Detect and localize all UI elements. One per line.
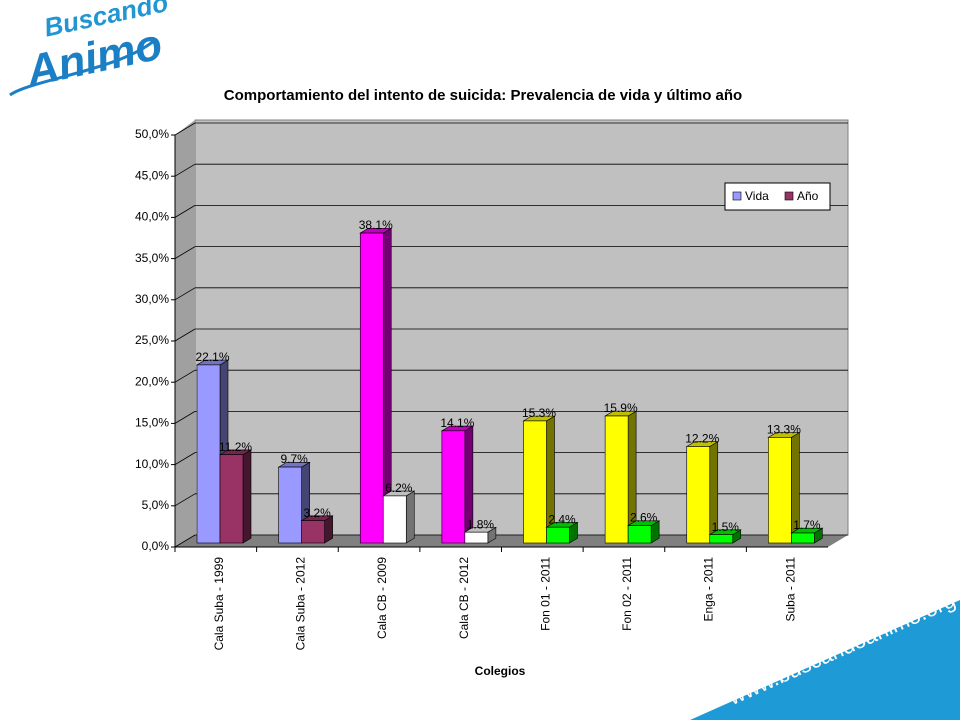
y-tick-label: 50,0%: [135, 127, 169, 141]
y-tick-label: 35,0%: [135, 251, 169, 265]
grid-line-side: [174, 246, 196, 259]
plot-floor: [175, 535, 848, 547]
legend-box: [724, 182, 831, 211]
bar: [604, 415, 629, 544]
value-label: 38.1%: [359, 218, 393, 232]
grid-line-side: [174, 328, 196, 342]
value-label: 15.9%: [604, 401, 638, 415]
grid-line-side: [174, 287, 196, 301]
chart-title: Comportamiento del intento de suicida: P…: [224, 87, 742, 104]
bar: [382, 495, 407, 544]
bar: [464, 531, 489, 544]
grid-line-side: [174, 534, 196, 548]
bar: [768, 437, 792, 544]
y-tick-label: 5,0%: [142, 498, 170, 512]
value-label: 3.2%: [303, 506, 331, 520]
value-label: 2.6%: [630, 511, 658, 525]
grid-line-side: [174, 493, 196, 507]
y-tick-label: 15,0%: [135, 416, 169, 430]
legend-label: Vida: [745, 189, 769, 203]
y-tick-label: 45,0%: [135, 168, 169, 182]
grid-line-side: [174, 163, 196, 177]
bar: [359, 232, 384, 544]
value-label: 22.1%: [195, 350, 229, 364]
x-tick-label: Cala Suba - 1999: [212, 557, 226, 651]
bar: [523, 420, 547, 544]
bar-side: [242, 449, 252, 544]
bar: [196, 364, 221, 544]
y-tick-label: 20,0%: [135, 374, 169, 388]
chart: 0,0% 5,0% 10,0% 15,0% 20,0% 25,0% 30,0% 35,0% 40…: [135, 122, 848, 651]
bar: [546, 526, 570, 544]
bar: [686, 446, 711, 544]
logo-swoosh: [9, 38, 156, 97]
value-label: 12.2%: [685, 432, 719, 446]
x-tick-label: Fon 02 - 2011: [620, 557, 634, 631]
value-label: 1.5%: [712, 520, 740, 534]
corner-band: [690, 600, 960, 720]
bar: [791, 532, 815, 544]
value-label: 11.2%: [219, 440, 252, 454]
bar: [301, 520, 325, 544]
x-axis-title: Colegios: [475, 664, 526, 678]
grid-line-side: [174, 369, 196, 383]
value-label: 13.3%: [767, 423, 801, 437]
bar: [441, 430, 466, 544]
x-tick-label: Suba - 2011: [783, 557, 797, 622]
grid-line-side: [174, 452, 196, 465]
value-label: 14.1%: [440, 416, 474, 430]
bar: [219, 454, 244, 544]
x-tick-label: Fon 01 - 2011: [538, 557, 552, 631]
legend-label: Año: [797, 189, 819, 203]
x-tick-label: Cala CB - 2009: [375, 557, 389, 639]
value-label: 2.4%: [548, 512, 576, 526]
legend-swatch: [732, 191, 742, 201]
x-tick-label: Cala CB - 2012: [457, 557, 471, 639]
x-tick-label: Enga - 2011: [702, 557, 716, 622]
y-tick-label: 10,0%: [135, 457, 169, 471]
grid-line-side: [174, 411, 196, 424]
x-tick-label: Cala Suba - 2012: [294, 557, 308, 651]
side-wall: [175, 120, 195, 547]
legend: Vida Año: [724, 182, 831, 211]
value-label: 1.8%: [467, 517, 495, 531]
bar: [278, 466, 302, 544]
y-tick-label: 30,0%: [135, 292, 169, 306]
value-label: 9.7%: [280, 452, 308, 466]
bar: [709, 534, 734, 544]
bar: [627, 525, 652, 544]
grid-line-side: [174, 122, 196, 136]
value-label: 1.7%: [793, 518, 821, 532]
legend-swatch: [784, 191, 794, 201]
y-tick-label: 0,0%: [142, 539, 170, 553]
y-tick-label: 40,0%: [135, 210, 169, 224]
grid-line-side: [174, 205, 196, 218]
value-label: 6.2%: [385, 481, 413, 495]
y-tick-label: 25,0%: [135, 333, 169, 347]
bar-side: [405, 490, 415, 544]
value-label: 15.3%: [522, 406, 556, 420]
